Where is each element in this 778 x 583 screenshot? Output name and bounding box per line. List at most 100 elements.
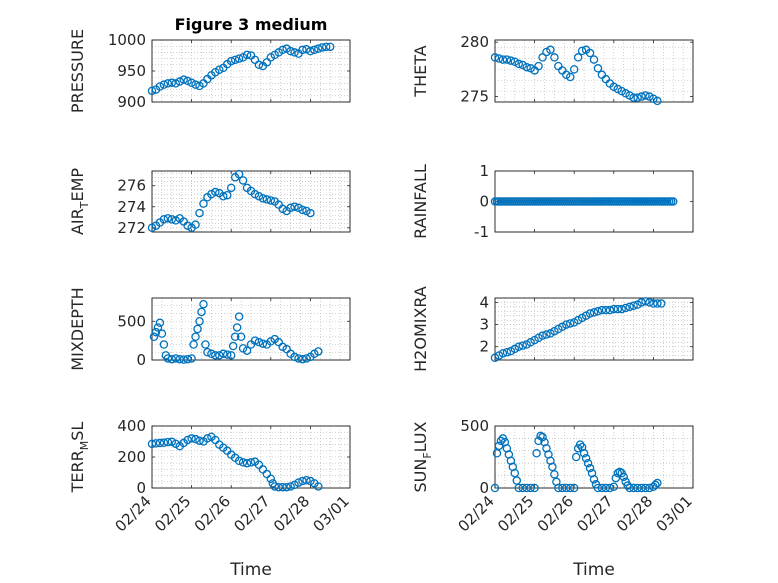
data-point xyxy=(310,45,319,55)
axes-border xyxy=(494,39,694,103)
y-tick-label: -1 xyxy=(474,223,489,241)
data-point xyxy=(601,483,611,493)
y-axis-label-part: SL xyxy=(68,422,87,441)
y-axis-label-part: AIR xyxy=(68,208,87,235)
data-point xyxy=(278,45,287,55)
data-point xyxy=(649,299,658,308)
y-tick-label: 0 xyxy=(479,479,489,497)
data-point xyxy=(641,297,650,306)
data-point xyxy=(321,42,331,52)
data-point xyxy=(171,79,181,88)
y-axis-label-part: LUX xyxy=(411,421,430,452)
data-point xyxy=(530,483,539,493)
data-point xyxy=(585,48,595,58)
data-point xyxy=(625,302,634,312)
data-point xyxy=(147,439,157,449)
data-point xyxy=(282,482,291,492)
y-axis-label-subscript: F xyxy=(421,452,434,458)
x-tick-label: 02/26 xyxy=(191,492,234,535)
data-point xyxy=(514,59,524,69)
data-point xyxy=(605,483,615,493)
data-point xyxy=(494,441,504,451)
data-point xyxy=(222,190,232,200)
data-point xyxy=(183,435,192,445)
data-point xyxy=(155,318,165,328)
data-point xyxy=(633,483,642,493)
data-point xyxy=(651,480,660,490)
data-point xyxy=(157,329,167,338)
data-point xyxy=(203,434,212,443)
data-point xyxy=(179,75,188,84)
data-point xyxy=(274,482,283,492)
data-point xyxy=(163,354,173,363)
y-tick-label: 200 xyxy=(117,448,146,466)
data-point xyxy=(207,349,216,359)
data-point xyxy=(236,332,246,341)
data-point xyxy=(589,475,599,484)
data-point xyxy=(645,298,654,307)
data-point xyxy=(242,346,252,355)
data-point xyxy=(514,483,524,493)
data-point xyxy=(314,347,323,356)
data-point xyxy=(613,468,623,478)
data-point xyxy=(278,482,287,492)
data-point xyxy=(548,462,557,472)
data-point xyxy=(633,93,642,102)
y-tick-label: 400 xyxy=(117,417,146,435)
data-point xyxy=(637,92,646,101)
data-point xyxy=(589,308,599,317)
x-tick-label: 03/01 xyxy=(653,492,696,535)
data-point xyxy=(657,299,666,308)
data-point xyxy=(629,301,638,310)
y-axis-label: AIRTEMP xyxy=(68,168,91,235)
data-point xyxy=(597,305,607,315)
data-point xyxy=(147,86,157,96)
data-point xyxy=(159,80,169,89)
data-point xyxy=(593,64,603,73)
data-point xyxy=(302,475,311,485)
data-point xyxy=(318,43,327,52)
subplot-1: 900 950 1000 PRESSURE xyxy=(68,29,351,113)
data-point xyxy=(538,432,547,442)
data-point xyxy=(232,323,242,332)
data-point xyxy=(522,483,531,493)
data-point xyxy=(215,351,224,360)
data-point xyxy=(498,55,508,64)
y-axis-label: SUNFLUX xyxy=(411,421,434,492)
data-point xyxy=(294,478,303,487)
data-point xyxy=(155,82,165,91)
data-point xyxy=(494,54,504,63)
y-tick-label: 900 xyxy=(117,93,146,111)
data-point xyxy=(171,354,181,363)
x-axis-label-left: Time xyxy=(229,560,272,580)
data-point xyxy=(593,307,603,316)
data-point xyxy=(617,304,626,314)
data-point xyxy=(621,303,630,313)
data-point xyxy=(490,53,500,62)
data-point xyxy=(605,305,615,315)
data-point xyxy=(222,350,232,359)
data-point xyxy=(258,194,268,203)
data-point xyxy=(228,341,238,351)
data-point xyxy=(502,55,512,64)
data-point xyxy=(230,332,240,341)
y-tick-label: 272 xyxy=(117,219,146,237)
data-point xyxy=(518,341,527,350)
data-point xyxy=(290,352,299,362)
data-point xyxy=(573,53,583,62)
data-point xyxy=(506,56,516,65)
data-point xyxy=(179,355,188,364)
data-point xyxy=(637,298,646,307)
y-tick-label: 275 xyxy=(460,88,489,106)
data-point xyxy=(597,483,607,493)
y-tick-label: 500 xyxy=(460,417,489,435)
y-axis-label: RAINFALL xyxy=(411,164,430,239)
data-point xyxy=(226,56,236,66)
data-point xyxy=(195,316,204,326)
data-point xyxy=(159,215,169,224)
y-axis-label: TERRMSL xyxy=(68,422,91,494)
y-tick-label: 1 xyxy=(479,162,489,180)
data-point xyxy=(629,483,638,493)
data-point xyxy=(314,482,323,491)
